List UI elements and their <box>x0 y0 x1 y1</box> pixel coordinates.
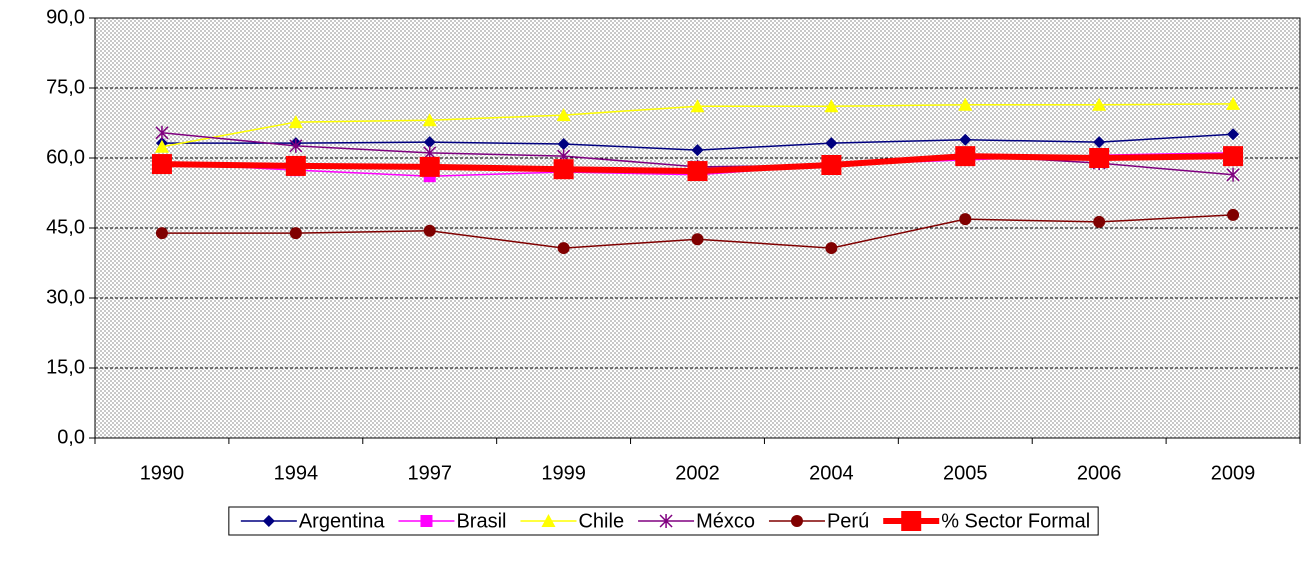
marker <box>790 515 803 527</box>
marker <box>958 97 973 111</box>
marker <box>423 224 436 237</box>
marker <box>155 227 168 240</box>
y-tick-label: 45,0 <box>46 216 85 238</box>
legend-label: Méxco <box>696 510 755 532</box>
legend-label: Perú <box>827 510 869 532</box>
marker <box>959 133 972 146</box>
x-tick-label: 1994 <box>274 462 319 484</box>
marker <box>690 99 705 113</box>
marker <box>1093 215 1106 228</box>
y-tick-label: 75,0 <box>46 76 85 98</box>
x-tick-label: 2002 <box>675 462 720 484</box>
marker <box>155 125 169 140</box>
marker <box>556 108 571 122</box>
x-tick-label: 1999 <box>541 462 586 484</box>
y-tick-label: 15,0 <box>46 356 85 378</box>
marker <box>821 155 842 175</box>
marker <box>825 137 838 150</box>
marker <box>151 154 172 175</box>
x-tick-label: 2004 <box>809 462 854 484</box>
marker <box>262 515 275 527</box>
marker <box>289 227 302 240</box>
y-tick-label: 0,0 <box>57 426 85 448</box>
marker <box>1223 146 1244 167</box>
y-tick-label: 60,0 <box>46 146 85 168</box>
marker <box>154 139 169 153</box>
marker <box>289 138 303 153</box>
marker <box>1227 128 1240 141</box>
marker <box>1089 148 1110 168</box>
plot-border <box>94 17 1301 439</box>
legend: Argentina Brasil Chile Méxco Perú % Sector Fo… <box>228 506 1099 536</box>
marker <box>1226 167 1240 182</box>
marker <box>1226 96 1241 110</box>
legend-label: Brasil <box>456 510 506 532</box>
marker <box>691 144 704 157</box>
y-tick-label: 30,0 <box>46 286 85 308</box>
marker <box>553 159 574 180</box>
marker <box>691 233 704 246</box>
marker <box>687 161 708 182</box>
marker <box>419 156 440 177</box>
marker <box>1093 136 1106 149</box>
marker <box>659 514 673 528</box>
marker <box>557 242 570 255</box>
marker <box>825 242 838 255</box>
marker <box>288 115 303 129</box>
marker <box>557 138 570 150</box>
marker <box>1227 208 1240 221</box>
marker <box>422 113 437 127</box>
marker <box>959 213 972 226</box>
legend-label: % Sector Formal <box>941 510 1090 532</box>
x-tick-label: 2005 <box>943 462 988 484</box>
marker <box>901 511 922 531</box>
y-tick-label: 90,0 <box>46 6 85 28</box>
x-tick-label: 2006 <box>1077 462 1122 484</box>
legend-label: Argentina <box>299 510 385 532</box>
x-tick-label: 1997 <box>407 462 452 484</box>
marker <box>824 99 839 113</box>
x-tick-label: 1990 <box>140 462 185 484</box>
marker <box>1092 97 1107 111</box>
legend-label: Chile <box>578 510 624 532</box>
marker <box>541 514 556 527</box>
marker <box>285 155 306 176</box>
marker <box>420 515 433 527</box>
marker <box>423 136 436 149</box>
x-tick-label: 2009 <box>1211 462 1256 484</box>
marker <box>955 146 976 167</box>
